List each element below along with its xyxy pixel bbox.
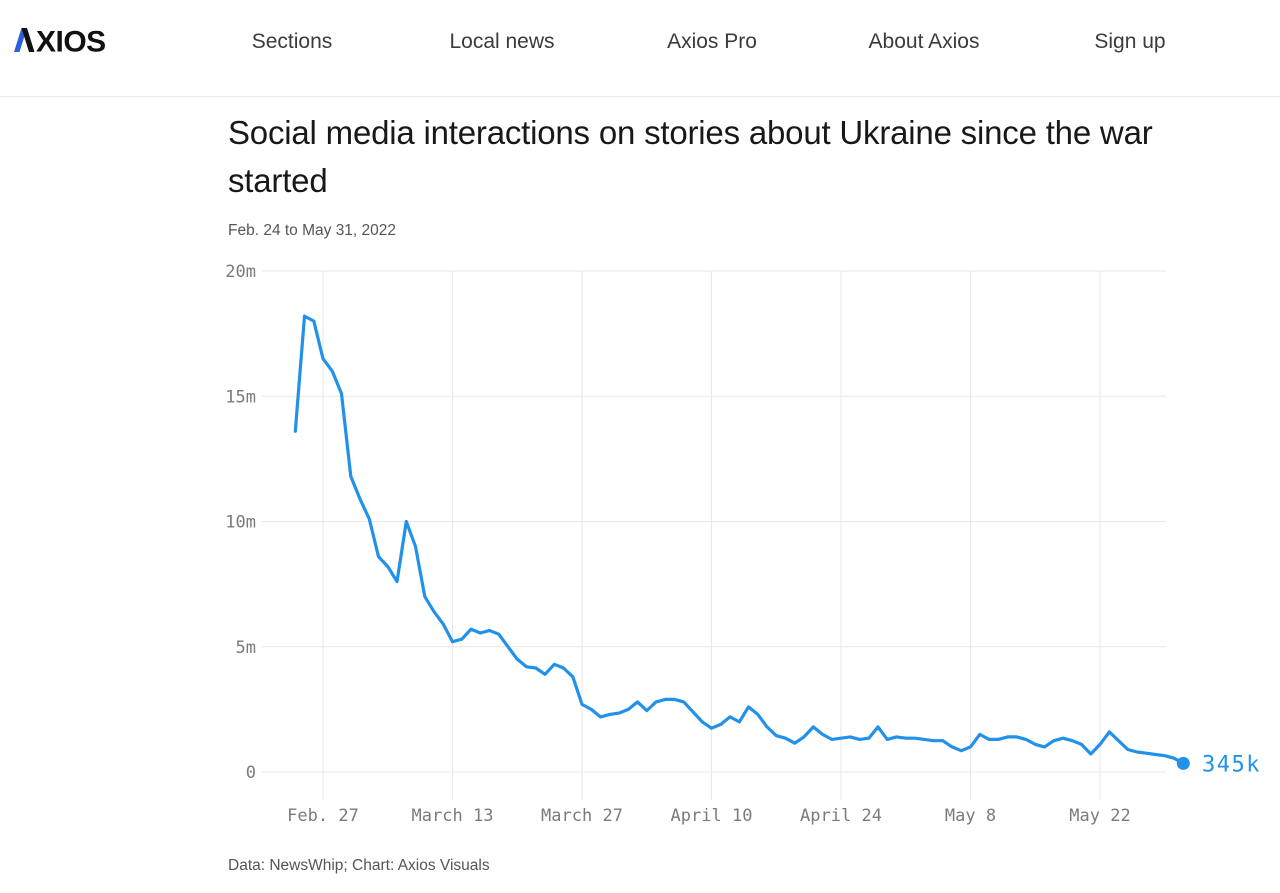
line-chart-svg: 0 5m 10m 15m 20m Feb. 27 March 13 March 27 April…	[225, 262, 1261, 826]
logo-letters: XIOS	[36, 28, 106, 52]
source-note: Data: NewsWhip; Chart: Axios Visuals	[228, 857, 490, 874]
axios-logo[interactable]: XIOS	[14, 26, 116, 59]
nav-link-local-news[interactable]: Local news	[449, 30, 555, 53]
y-axis-tick-label: 15m	[225, 387, 256, 407]
axios-logo-svg: XIOS	[14, 26, 106, 59]
x-axis-tick-label: March 27	[541, 806, 623, 826]
y-axis-tick-label: 10m	[225, 513, 256, 533]
y-axis-tick-label: 20m	[225, 262, 256, 282]
end-value-label: 345k	[1202, 752, 1261, 777]
data-line	[293, 314, 1185, 765]
x-axis-tick-label: Feb. 27	[287, 806, 359, 826]
x-axis-tick-label: April 10	[671, 806, 753, 826]
site-header: XIOS Sections Local news Axios Pro About…	[0, 0, 1280, 97]
page-title: Social media interactions on stories abo…	[228, 114, 1153, 199]
chart-date-range: Feb. 24 to May 31, 2022	[228, 222, 397, 239]
nav-link-about-axios[interactable]: About Axios	[868, 30, 980, 53]
x-axis-tick-label: May 8	[945, 806, 996, 826]
logo-a-right-stroke-icon	[21, 28, 35, 52]
y-axis-tick-label: 5m	[236, 638, 256, 658]
x-axis-tick-label: May 22	[1069, 806, 1130, 826]
nav-link-sections[interactable]: Sections	[251, 30, 333, 53]
nav-link-axios-pro[interactable]: Axios Pro	[667, 30, 757, 53]
nav-link-sign-up[interactable]: Sign up	[1094, 30, 1166, 53]
y-axis-tick-label: 0	[246, 763, 256, 783]
x-axis-tick-label: March 13	[412, 806, 494, 826]
x-axis-tick-label: April 24	[800, 806, 882, 826]
end-point-dot	[1176, 756, 1190, 770]
